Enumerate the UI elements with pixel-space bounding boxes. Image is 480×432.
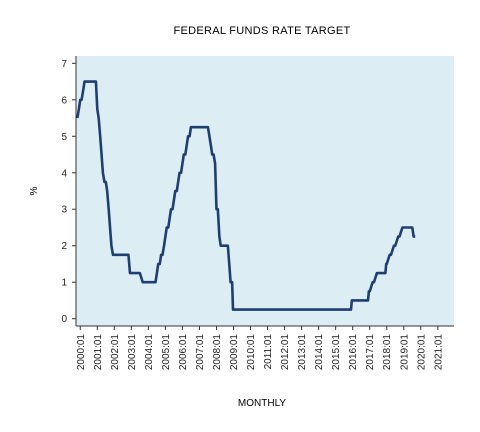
- y-tick-label: 3: [61, 205, 67, 216]
- y-axis-label: %: [29, 186, 40, 195]
- x-tick-label: 2020:01: [416, 334, 427, 371]
- x-tick-label: 2021:01: [433, 334, 444, 371]
- x-tick-label: 2015:01: [331, 334, 342, 371]
- series-line-fed-funds: [76, 80, 416, 311]
- y-tick-label: 1: [61, 278, 67, 289]
- x-tick-label: 2017:01: [365, 334, 376, 371]
- x-tick-label: 2002:01: [110, 334, 121, 371]
- x-ticks: 2000:01 2001:01 2002:01 2003:01 2004:01 2005:…: [76, 326, 444, 371]
- x-tick-label: 2001:01: [93, 334, 104, 371]
- x-tick-label: 2018:01: [382, 334, 393, 371]
- y-tick-label: 7: [61, 59, 67, 70]
- x-tick-label: 2012:01: [280, 334, 291, 371]
- x-tick-label: 2011:01: [263, 334, 274, 370]
- x-tick-label: 2004:01: [144, 334, 155, 371]
- x-tick-label: 2019:01: [399, 334, 410, 371]
- y-tick-label: 6: [61, 95, 67, 106]
- x-tick-label: 2010:01: [246, 334, 257, 371]
- y-ticks: 0 1 2 3 4 5 6 7: [61, 59, 76, 325]
- y-tick-label: 0: [61, 314, 67, 325]
- x-tick-label: 2014:01: [314, 334, 325, 371]
- y-tick-label: 4: [61, 168, 67, 179]
- y-tick-label: 5: [61, 132, 67, 143]
- x-tick-label: 2008:01: [212, 334, 223, 371]
- x-tick-label: 2006:01: [178, 334, 189, 371]
- chart-title: FEDERAL FUNDS RATE TARGET: [173, 25, 350, 37]
- plot-area: [76, 56, 454, 326]
- x-tick-label: 2003:01: [127, 334, 138, 371]
- x-tick-label: 2013:01: [297, 334, 308, 371]
- x-tick-label: 2007:01: [195, 334, 206, 371]
- x-tick-label: 2016:01: [348, 334, 359, 371]
- x-tick-label: 2005:01: [161, 334, 172, 371]
- y-tick-label: 2: [61, 241, 67, 252]
- x-tick-label: 2000:01: [76, 334, 87, 371]
- x-axis-label: MONTHLY: [238, 398, 286, 409]
- x-tick-label: 2009:01: [229, 334, 240, 371]
